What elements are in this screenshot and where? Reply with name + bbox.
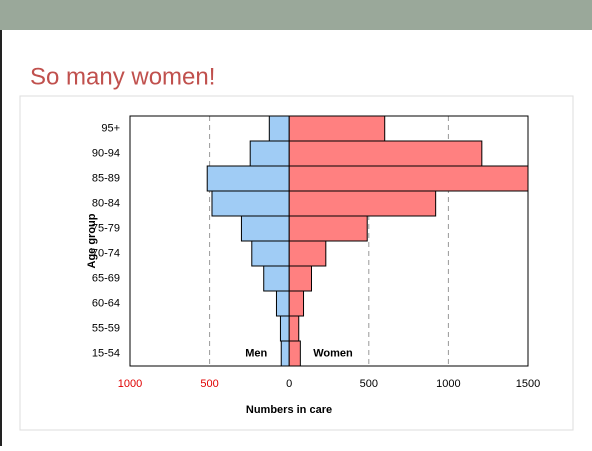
y-tick-label: 95+ <box>101 122 120 134</box>
bar <box>279 315 290 342</box>
bar <box>268 115 290 142</box>
x-tick-label: 500 <box>200 378 218 390</box>
y-axis-label: Age group <box>86 213 98 268</box>
y-tick-label: 65-69 <box>92 272 120 284</box>
x-tick-label: 0 <box>286 378 292 390</box>
bar <box>240 215 290 242</box>
y-tick-label: 85-89 <box>92 172 120 184</box>
bar <box>288 115 386 142</box>
bar <box>251 240 290 267</box>
x-tick-label: 1000 <box>436 378 460 390</box>
x-tick-label: 500 <box>360 378 378 390</box>
x-tick-label: 1000 <box>118 378 142 390</box>
bar <box>280 340 290 367</box>
bar <box>288 140 483 167</box>
bar <box>288 340 301 367</box>
x-axis-label: Numbers in care <box>246 404 332 416</box>
bar <box>288 290 305 317</box>
x-tick-label: 1500 <box>516 378 540 390</box>
y-tick-label: 75-79 <box>92 222 120 234</box>
bar <box>288 190 437 217</box>
bar <box>275 290 290 317</box>
bar <box>263 265 290 292</box>
bar <box>288 215 368 242</box>
plot-frame <box>129 115 529 367</box>
bar <box>288 315 300 342</box>
y-tick-label: 60-64 <box>92 297 120 309</box>
bar <box>206 165 290 192</box>
bar <box>288 165 529 192</box>
y-tick-label: 15-54 <box>92 347 120 359</box>
y-tick-label: 70-74 <box>92 247 120 259</box>
chart-title: So many women! <box>30 63 215 90</box>
header-band <box>0 0 592 30</box>
y-tick-label: 55-59 <box>92 322 120 334</box>
bar <box>288 265 312 292</box>
legend-label: Men <box>245 347 267 359</box>
y-tick-label: 90-94 <box>92 147 120 159</box>
y-tick-label: 80-84 <box>92 197 120 209</box>
chart-frame <box>19 95 574 431</box>
bar <box>211 190 290 217</box>
bar <box>249 140 290 167</box>
bar <box>288 240 327 267</box>
legend-label: Women <box>313 347 353 359</box>
